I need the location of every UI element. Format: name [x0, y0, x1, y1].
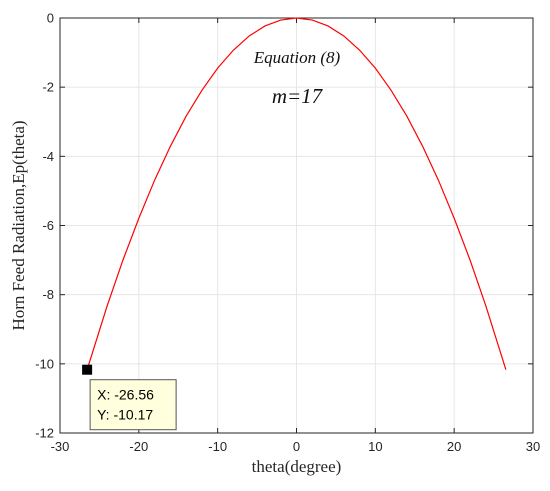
- y-tick-label: -8: [42, 287, 54, 302]
- datatip-x-value: X: -26.56: [97, 387, 154, 403]
- axis-ticks: -30 -20 -10 0 10 20 30 0 -2 -4 -6 -8 -10 -12: [35, 11, 540, 455]
- grid-lines: [59, 17, 534, 434]
- y-tick-label: -6: [42, 218, 54, 233]
- x-tick-label: -10: [208, 439, 227, 454]
- x-tick-label: -20: [129, 439, 148, 454]
- x-tick-label: 10: [368, 439, 382, 454]
- x-tick-label: 20: [447, 439, 461, 454]
- datatip-box[interactable]: [89, 379, 177, 431]
- y-tick-label: -10: [35, 356, 54, 371]
- x-tick-label: -30: [51, 439, 70, 454]
- x-tick-label: 30: [526, 439, 540, 454]
- x-tick-label: 0: [293, 439, 300, 454]
- x-axis-label: theta(degree): [252, 457, 342, 476]
- datatip-y-value: Y: -10.17: [97, 407, 153, 423]
- y-tick-label: -12: [35, 426, 54, 441]
- annotation-equation: Equation (8): [253, 48, 341, 67]
- series-line: [86, 17, 507, 370]
- y-tick-label: 0: [47, 11, 54, 26]
- annotation-m: m=17: [272, 84, 324, 108]
- datatip-marker[interactable]: [82, 364, 93, 375]
- y-axis-label: Horn Feed Radiation,Ep(theta): [9, 120, 28, 330]
- y-tick-label: -4: [42, 149, 54, 164]
- y-tick-label: -2: [42, 80, 54, 95]
